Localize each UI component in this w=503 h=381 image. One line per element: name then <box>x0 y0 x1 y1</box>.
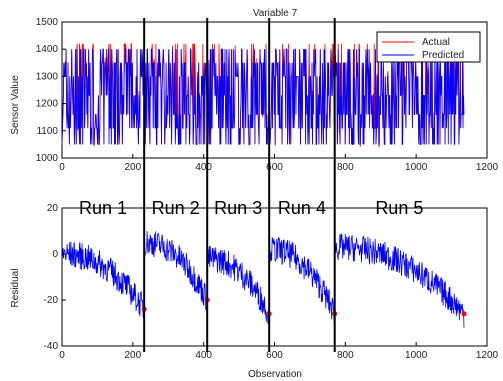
top-x-tick-label: 600 <box>266 162 283 173</box>
residual-series-run <box>61 241 145 319</box>
top-series-predicted <box>61 48 465 145</box>
top-y-axis-label: Sensor Value <box>10 75 21 135</box>
top-x-tick-label: 0 <box>59 162 65 173</box>
legend-box <box>376 31 481 63</box>
top-y-tick-label: 1300 <box>36 71 59 82</box>
bottom-x-axis-label: Observation <box>248 369 302 380</box>
top-y-tick-label: 1200 <box>36 99 59 110</box>
top-chart-title: Variable 7 <box>253 8 298 19</box>
run-label: Run 2 <box>152 198 200 218</box>
bottom-y-tick-label: 20 <box>47 203 59 214</box>
residual-series-run <box>268 236 336 326</box>
bottom-x-tick-label: 400 <box>195 350 212 361</box>
run-label: Run 5 <box>375 198 423 218</box>
top-x-tick-label: 200 <box>124 162 141 173</box>
bottom-y-tick-label: -20 <box>44 295 59 306</box>
bottom-x-tick-label: 1200 <box>476 350 499 361</box>
run-label: Run 1 <box>79 198 127 218</box>
top-x-tick-label: 1000 <box>405 162 428 173</box>
run-label: Run 3 <box>214 198 262 218</box>
run-overlay: Run 1 Run 2 Run 3 Run 4 Run 5 <box>79 18 423 352</box>
bottom-y-axis-label: Residual <box>10 269 21 308</box>
bottom-y-tick-label: 0 <box>52 249 58 260</box>
residual-end-marker <box>461 311 467 317</box>
top-x-tick-label: 1200 <box>476 162 499 173</box>
legend-predicted-label: Predicted <box>422 50 464 61</box>
run-label: Run 4 <box>278 198 326 218</box>
top-y-tick-label: 1500 <box>36 17 59 28</box>
legend: Actual Predicted <box>376 31 481 63</box>
bottom-y-tick-label: -40 <box>44 341 59 352</box>
top-x-tick-label: 400 <box>195 162 212 173</box>
bottom-x-tick-label: 800 <box>337 350 354 361</box>
top-y-tick-label: 1400 <box>36 44 59 55</box>
bottom-x-tick-label: 200 <box>124 350 141 361</box>
residual-series-run <box>206 245 270 324</box>
residual-series-run <box>334 233 465 328</box>
legend-actual-label: Actual <box>422 37 450 48</box>
bottom-x-tick-label: 0 <box>59 350 65 361</box>
residual-series-run <box>143 231 208 311</box>
bottom-x-tick-label: 1000 <box>405 350 428 361</box>
bottom-x-tick-label: 600 <box>266 350 283 361</box>
top-x-tick-label: 800 <box>337 162 354 173</box>
top-y-tick-label: 1000 <box>36 153 59 164</box>
top-y-tick-label: 1100 <box>36 126 58 137</box>
